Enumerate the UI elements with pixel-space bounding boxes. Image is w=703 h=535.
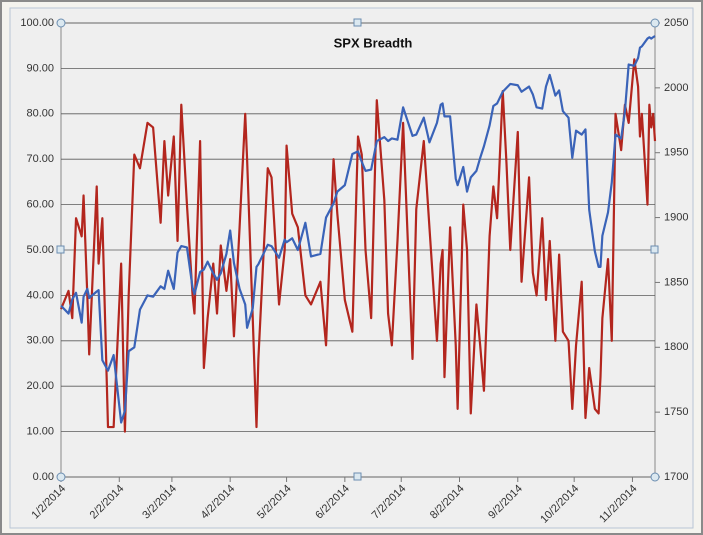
- y2-tick-label: 1850: [664, 276, 688, 288]
- y-tick-label: 100.00: [20, 17, 54, 29]
- y2-tick-label: 1750: [664, 406, 688, 418]
- y2-tick-label: 1900: [664, 211, 688, 223]
- series-line: [59, 58, 657, 433]
- series-line: [60, 35, 656, 424]
- y-tick-label: 20.00: [26, 380, 54, 392]
- y-tick-label: 80.00: [26, 108, 54, 120]
- y2-tick-label: 2050: [664, 17, 688, 29]
- y-tick-label: 70.00: [26, 153, 54, 165]
- y2-tick-label: 1800: [664, 341, 688, 353]
- chart-title: SPX Breadth: [334, 35, 413, 50]
- handle: [56, 245, 65, 254]
- handle: [56, 18, 66, 28]
- handle: [353, 18, 362, 27]
- handle: [650, 245, 659, 254]
- y2-tick-label: 1950: [664, 147, 688, 159]
- handle: [56, 472, 66, 482]
- y2-tick-label: 1700: [664, 471, 688, 483]
- handle: [650, 472, 660, 482]
- y-tick-label: 0.00: [33, 471, 54, 483]
- y-tick-label: 90.00: [26, 62, 54, 74]
- y-tick-label: 60.00: [26, 199, 54, 211]
- y-tick-label: 10.00: [26, 426, 54, 438]
- y2-tick-label: 2000: [664, 82, 688, 94]
- handle: [353, 472, 362, 481]
- handle: [650, 18, 660, 28]
- y-tick-label: 40.00: [26, 289, 54, 301]
- y-tick-label: 50.00: [26, 244, 54, 256]
- selection-handles: [56, 18, 660, 482]
- y-tick-label: 30.00: [26, 335, 54, 347]
